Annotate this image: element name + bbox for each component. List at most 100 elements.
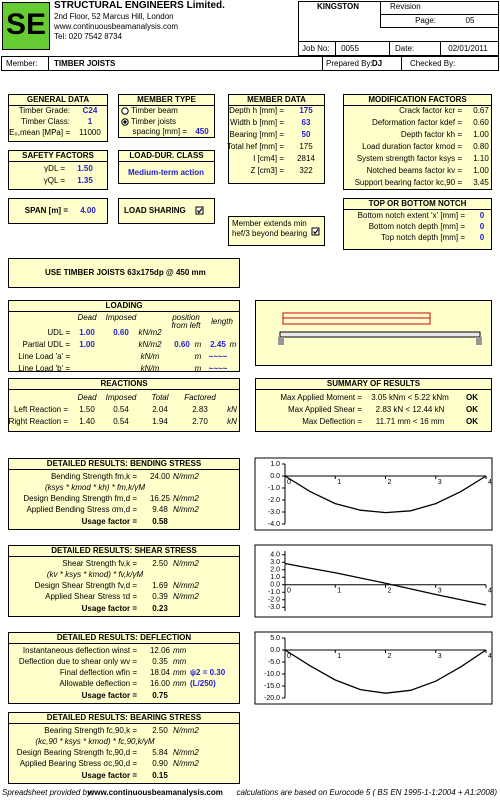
- result: USE TIMBER JOISTS 63x175dp @ 450 mm: [45, 268, 206, 277]
- extends-panel: [228, 216, 325, 246]
- unit: mm: [173, 646, 187, 655]
- value: 1.10: [473, 154, 489, 163]
- position-unit: m: [194, 352, 202, 361]
- usage-label: Usage factor =: [81, 771, 137, 780]
- values: 2.04: [152, 405, 168, 414]
- member-data-panel: [228, 94, 325, 184]
- value: 9.48: [152, 505, 168, 514]
- label: Bottom notch extent 'x' [mm] =: [357, 211, 465, 220]
- value: 1.69: [152, 581, 168, 590]
- panel-title-box: [8, 94, 108, 106]
- value: 1.50: [77, 164, 93, 173]
- options: Timber joists: [131, 117, 177, 126]
- label: Final deflection wfin =: [59, 668, 137, 677]
- y-tick-label: -5.0: [268, 659, 280, 666]
- cell: [335, 41, 390, 56]
- values: 0.54: [113, 405, 129, 414]
- y-tick-label: 0.0: [270, 473, 280, 480]
- label: Bearing [mm] =: [229, 130, 284, 139]
- y-tick-label: -2.0: [268, 597, 280, 604]
- dead: Dead: [77, 313, 97, 322]
- status: OK: [466, 393, 478, 402]
- value: 175: [299, 106, 313, 115]
- radio-dot: [123, 120, 127, 124]
- label: I [cm4] =: [253, 154, 284, 163]
- label: γDL =: [44, 164, 65, 173]
- label: Right Reaction =: [8, 417, 68, 426]
- address: 2nd Floor, 52 Marcus Hill, London: [54, 12, 174, 21]
- unit: N/mm2: [173, 494, 199, 503]
- label: LOAD SHARING: [124, 206, 186, 215]
- length: 2.45: [210, 340, 226, 349]
- panel-title-box: [8, 300, 240, 312]
- value: 0.35: [152, 657, 168, 666]
- unit: kN/m: [140, 364, 160, 373]
- detail-panel: [8, 712, 240, 784]
- member: TIMBER JOISTS: [54, 59, 116, 68]
- label: Design Bearing Strength fc,90,d =: [16, 748, 137, 757]
- address: Tel: 020 7542 8734: [54, 32, 123, 41]
- radio: [121, 107, 129, 115]
- x-tick-label: 0: [287, 479, 291, 486]
- cell: [380, 14, 499, 28]
- values: 0.54: [113, 417, 129, 426]
- label: Depth h [mm] =: [229, 106, 284, 115]
- label: Deflection due to shear only wv =: [18, 657, 137, 666]
- value: 24.00: [149, 472, 171, 481]
- x-tick-label: 4: [488, 653, 492, 660]
- cell: [1, 56, 49, 71]
- label: Deformation factor kdef =: [371, 118, 462, 127]
- status: OK: [466, 417, 478, 426]
- panel-title-box: [343, 94, 492, 106]
- position: position: [172, 313, 200, 322]
- value: 12.06: [149, 646, 171, 655]
- value: 175: [299, 142, 313, 151]
- value: C24: [82, 106, 98, 115]
- label: Allowable deflection =: [59, 679, 137, 688]
- value: 0: [479, 211, 485, 220]
- formula: (kc,90 * ksys * kmod) * fc,90,k/γM: [35, 737, 155, 746]
- panel-title-box: [8, 458, 240, 470]
- beam-diagram: [278, 312, 482, 345]
- detail-panel: [8, 458, 240, 530]
- unit: mm: [173, 668, 187, 677]
- usage: 0.58: [152, 517, 168, 526]
- unit: N/mm2: [173, 505, 199, 514]
- value: 1.35: [77, 176, 93, 185]
- provided-label: Spreadsheet provided by:: [2, 788, 94, 797]
- basis: calculations are based on Eurocode 5 ( B…: [236, 788, 497, 797]
- x-tick-label: 2: [388, 588, 392, 595]
- checked-label: Checked By:: [410, 59, 456, 68]
- value: 63: [301, 118, 311, 127]
- x-tick-label: 3: [438, 653, 442, 660]
- usage-label: Usage factor =: [81, 604, 137, 613]
- label: Notched beams factor kv =: [366, 166, 462, 175]
- position-unit: m: [194, 340, 202, 349]
- label: UDL =: [47, 328, 70, 337]
- checkbox: [195, 206, 204, 215]
- company: STRUCTURAL ENGINEERS Limited.: [54, 0, 225, 11]
- curve: [284, 562, 487, 606]
- y-tick-label: 1.0: [270, 461, 280, 468]
- label: Max Applied Shear =: [287, 405, 362, 414]
- label: E₀,mean [MPa] =: [9, 128, 70, 137]
- unit: mm: [173, 679, 187, 688]
- usage: 0.23: [152, 604, 168, 613]
- y-tick-label: 1.0: [270, 574, 280, 581]
- value: 2.83 kN < 12.44 kN: [375, 405, 445, 414]
- panel-title-box: [8, 545, 240, 557]
- label: Max Applied Moment =: [280, 393, 362, 402]
- logo: [2, 2, 50, 50]
- y-tick-label: -3.0: [268, 509, 280, 516]
- y-tick-label: 0.0: [270, 647, 280, 654]
- y-tick-label: -3.0: [268, 604, 280, 611]
- page: 05: [465, 16, 475, 25]
- value: 16.25: [149, 494, 171, 503]
- headers: Factored: [184, 393, 216, 402]
- x-tick-label: 1: [337, 479, 341, 486]
- formula: (kv * ksys * kmod) * fv,k/γM: [46, 570, 144, 579]
- label: Bending Strength fm,k =: [50, 472, 137, 481]
- x-tick-label: 4: [488, 479, 492, 486]
- spacing-label: spacing [mm] =: [132, 127, 187, 136]
- loading-panel: [8, 300, 240, 372]
